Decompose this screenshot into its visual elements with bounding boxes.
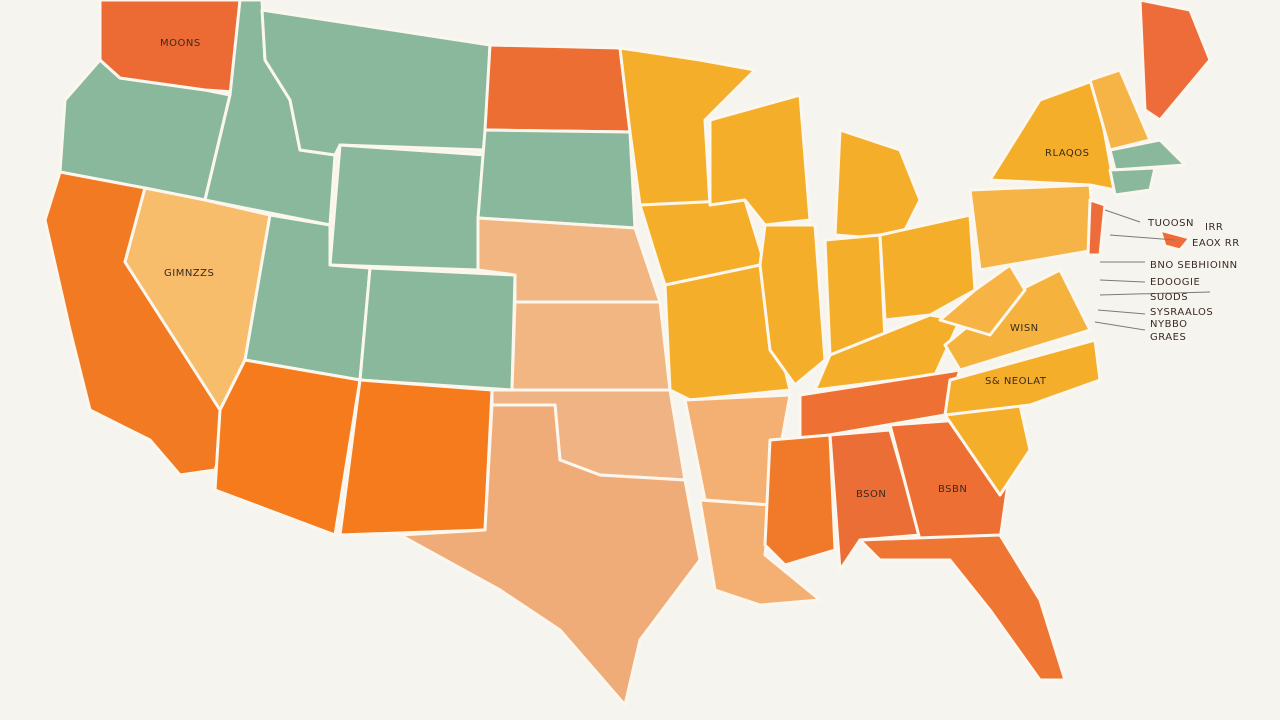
state-label: GIMNZZS — [164, 268, 214, 279]
state-label: SYSRAALOS — [1150, 307, 1213, 318]
state-label: BNO SEBHIOINN — [1150, 260, 1238, 271]
washington — [98, 0, 242, 94]
state-label: RLAQOS — [1045, 148, 1090, 159]
state-label: BSBN — [938, 484, 967, 495]
texas — [398, 403, 702, 707]
leader-line — [1097, 309, 1146, 315]
leader-line — [1109, 234, 1176, 241]
state-label: EAOX RR — [1192, 238, 1240, 249]
missouri — [663, 263, 792, 402]
massachusetts — [1108, 138, 1187, 172]
leader-line — [1094, 321, 1146, 331]
leader-lines — [1094, 209, 1211, 331]
south-dakota — [476, 128, 637, 230]
leader-line — [1104, 209, 1141, 223]
mississippi — [763, 433, 837, 567]
state-label: SUODS — [1150, 292, 1188, 303]
state-label: BSON — [856, 489, 886, 500]
minnesota — [618, 46, 757, 207]
leader-line — [1099, 279, 1146, 283]
north-carolina — [943, 338, 1102, 417]
west-virginia — [938, 263, 1027, 337]
florida — [858, 533, 1067, 682]
vermont-new-hampshire — [1088, 68, 1152, 152]
state-label: TUOOSN — [1147, 218, 1194, 229]
state-label: EDOOGIE — [1150, 277, 1200, 288]
state-label: WISN — [1010, 323, 1039, 334]
colorado — [358, 266, 517, 392]
illinois — [758, 223, 827, 387]
state-label: NYBBO — [1150, 319, 1188, 330]
new-mexico — [338, 378, 494, 537]
state-label: GRAES — [1150, 332, 1186, 343]
labels: MOONS RLAQOS GIMNZZS TUOOSN IRR EAOX RR … — [160, 38, 1240, 500]
ohio — [878, 213, 977, 322]
wyoming — [328, 143, 487, 272]
connecticut — [1108, 166, 1157, 197]
north-dakota — [483, 43, 632, 134]
kansas — [510, 300, 672, 392]
arizona — [213, 358, 362, 537]
michigan — [833, 128, 922, 242]
leader-line — [1099, 291, 1211, 296]
states — [43, 0, 1212, 707]
state-label: S& NEOLAT — [985, 376, 1047, 387]
maine — [1138, 0, 1212, 122]
state-label: MOONS — [160, 38, 201, 49]
state-label: IRR — [1205, 222, 1223, 233]
new-jersey — [1086, 198, 1107, 257]
